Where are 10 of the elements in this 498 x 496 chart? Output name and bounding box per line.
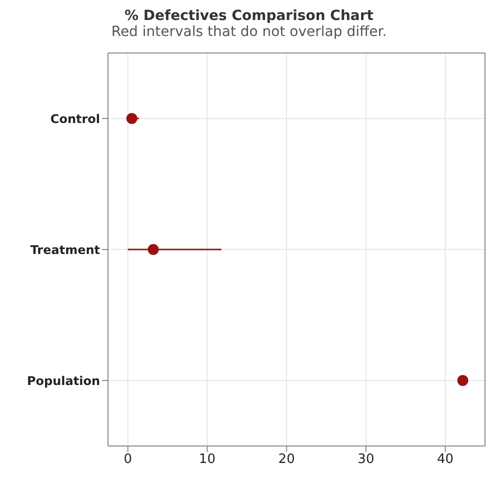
x-tick-label: 0: [124, 452, 132, 468]
x-tick-label: 10: [198, 452, 216, 468]
y-tick-label: Control: [50, 112, 100, 126]
x-tick-label: 40: [437, 452, 454, 468]
chart-title: % Defectives Comparison Chart: [124, 8, 374, 24]
x-tick-label: 20: [278, 452, 295, 468]
x-tick-label: 30: [358, 452, 374, 468]
y-tick-label: Treatment: [30, 242, 100, 257]
chart-subtitle: Red intervals that do not overlap differ.: [110, 24, 388, 40]
y-tick-label: Population: [26, 374, 100, 388]
